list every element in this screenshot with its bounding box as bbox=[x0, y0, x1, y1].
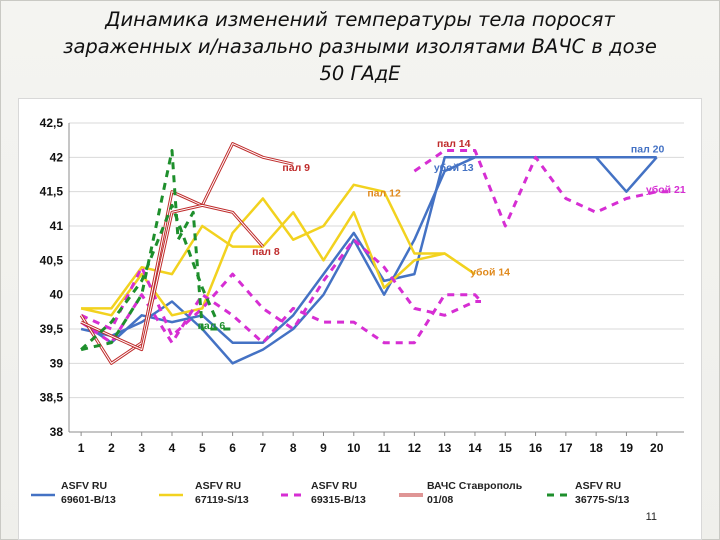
page-number: 11 bbox=[645, 511, 657, 523]
x-tick-label: 8 bbox=[290, 441, 297, 455]
x-tick-label: 10 bbox=[347, 441, 361, 455]
y-tick-label: 41 bbox=[50, 219, 64, 233]
grid-layer bbox=[69, 122, 684, 433]
y-tick-label: 42,5 bbox=[40, 116, 64, 130]
annotation-label: пал 6 bbox=[198, 320, 226, 332]
series-3 bbox=[80, 149, 672, 345]
annotation-label: убой 21 bbox=[646, 184, 686, 196]
series-5 bbox=[80, 149, 233, 352]
x-tick-label: 11 bbox=[378, 441, 391, 455]
series-5-line bbox=[80, 203, 219, 351]
y-tick-label: 41,5 bbox=[40, 185, 64, 199]
x-tick-label: 17 bbox=[559, 441, 573, 455]
series-4-line-core bbox=[80, 142, 294, 365]
series-3-line bbox=[413, 149, 672, 228]
annotation-label: пал 9 bbox=[282, 162, 310, 174]
legend-item-1: ASFV RU 69601-B/13 bbox=[31, 480, 116, 506]
x-tick-label: 20 bbox=[650, 441, 664, 455]
x-tick-label: 18 bbox=[589, 441, 603, 455]
legend-label: ASFV RU bbox=[311, 480, 357, 492]
x-tick-label: 19 bbox=[620, 441, 634, 455]
x-tick-label: 7 bbox=[260, 441, 267, 455]
legend-label: ВАЧС Ставрополь bbox=[427, 480, 523, 492]
y-tick-label: 39 bbox=[50, 356, 64, 370]
legend-label: 01/08 bbox=[427, 494, 453, 506]
legend-label: 67119-S/13 bbox=[195, 494, 249, 506]
legend-item-5: ASFV RU 36775-S/13 bbox=[547, 480, 629, 506]
series-2-line bbox=[80, 183, 476, 317]
series-1 bbox=[80, 156, 658, 365]
series-1-line bbox=[80, 156, 658, 365]
legend-label: 36775-S/13 bbox=[575, 494, 629, 506]
x-tick-label: 2 bbox=[108, 441, 115, 455]
y-tick-label: 39,5 bbox=[40, 322, 64, 336]
annotation-label: пал 12 bbox=[367, 187, 401, 199]
legend-label: 69601-B/13 bbox=[61, 494, 116, 506]
y-tick-label: 40,5 bbox=[40, 253, 64, 267]
legend-item-3: ASFV RU 69315-B/13 bbox=[281, 480, 366, 506]
annotation-label: пал 20 bbox=[631, 144, 665, 156]
annotation-label: пал 14 bbox=[437, 138, 471, 150]
x-tick-label: 13 bbox=[438, 441, 452, 455]
x-tick-label: 16 bbox=[529, 441, 543, 455]
x-tick-label: 4 bbox=[169, 441, 176, 455]
legend-label: ASFV RU bbox=[195, 480, 241, 492]
x-tick-label: 3 bbox=[138, 441, 145, 455]
chart-panel: 42,5 42 41,5 41 40,5 40 39,5 39 38,5 38 1 2 3 4 5 6 7 8 9 1… bbox=[18, 98, 702, 540]
x-tick-label: 5 bbox=[199, 441, 206, 455]
legend-item-2: ASFV RU 67119-S/13 bbox=[159, 480, 249, 506]
series-4 bbox=[79, 142, 294, 365]
series-3-line bbox=[80, 293, 483, 345]
y-tick-label: 40 bbox=[50, 288, 64, 302]
x-tick-label: 15 bbox=[499, 441, 513, 455]
series-4-line-core bbox=[80, 204, 264, 351]
legend-label: ASFV RU bbox=[61, 480, 107, 492]
annotation-layer: пал 14 пал 20 пал 9 убой 13 пал 12 убой 21 пал… bbox=[198, 138, 686, 332]
x-tick-label: 14 bbox=[468, 441, 482, 455]
legend-label: ASFV RU bbox=[575, 480, 621, 492]
annotation-label: убой 14 bbox=[470, 266, 510, 278]
series-5-line bbox=[80, 149, 233, 352]
x-tick-label: 9 bbox=[320, 441, 327, 455]
x-tick-label: 1 bbox=[78, 441, 85, 455]
y-tick-label: 38,5 bbox=[40, 391, 64, 405]
x-tick-label: 12 bbox=[408, 441, 422, 455]
series-layer bbox=[79, 142, 672, 365]
y-tick-label: 42 bbox=[50, 150, 64, 164]
legend-label: 69315-B/13 bbox=[311, 494, 366, 506]
annotation-label: убой 13 bbox=[434, 162, 474, 174]
y-tick-label: 38 bbox=[50, 425, 64, 439]
legend-item-4: ВАЧС Ставрополь 01/08 bbox=[399, 480, 523, 506]
slide-title: Динамика изменений температуры тела поро… bbox=[63, 8, 657, 85]
x-tick-label: 6 bbox=[229, 441, 236, 455]
annotation-label: пал 8 bbox=[252, 246, 280, 258]
